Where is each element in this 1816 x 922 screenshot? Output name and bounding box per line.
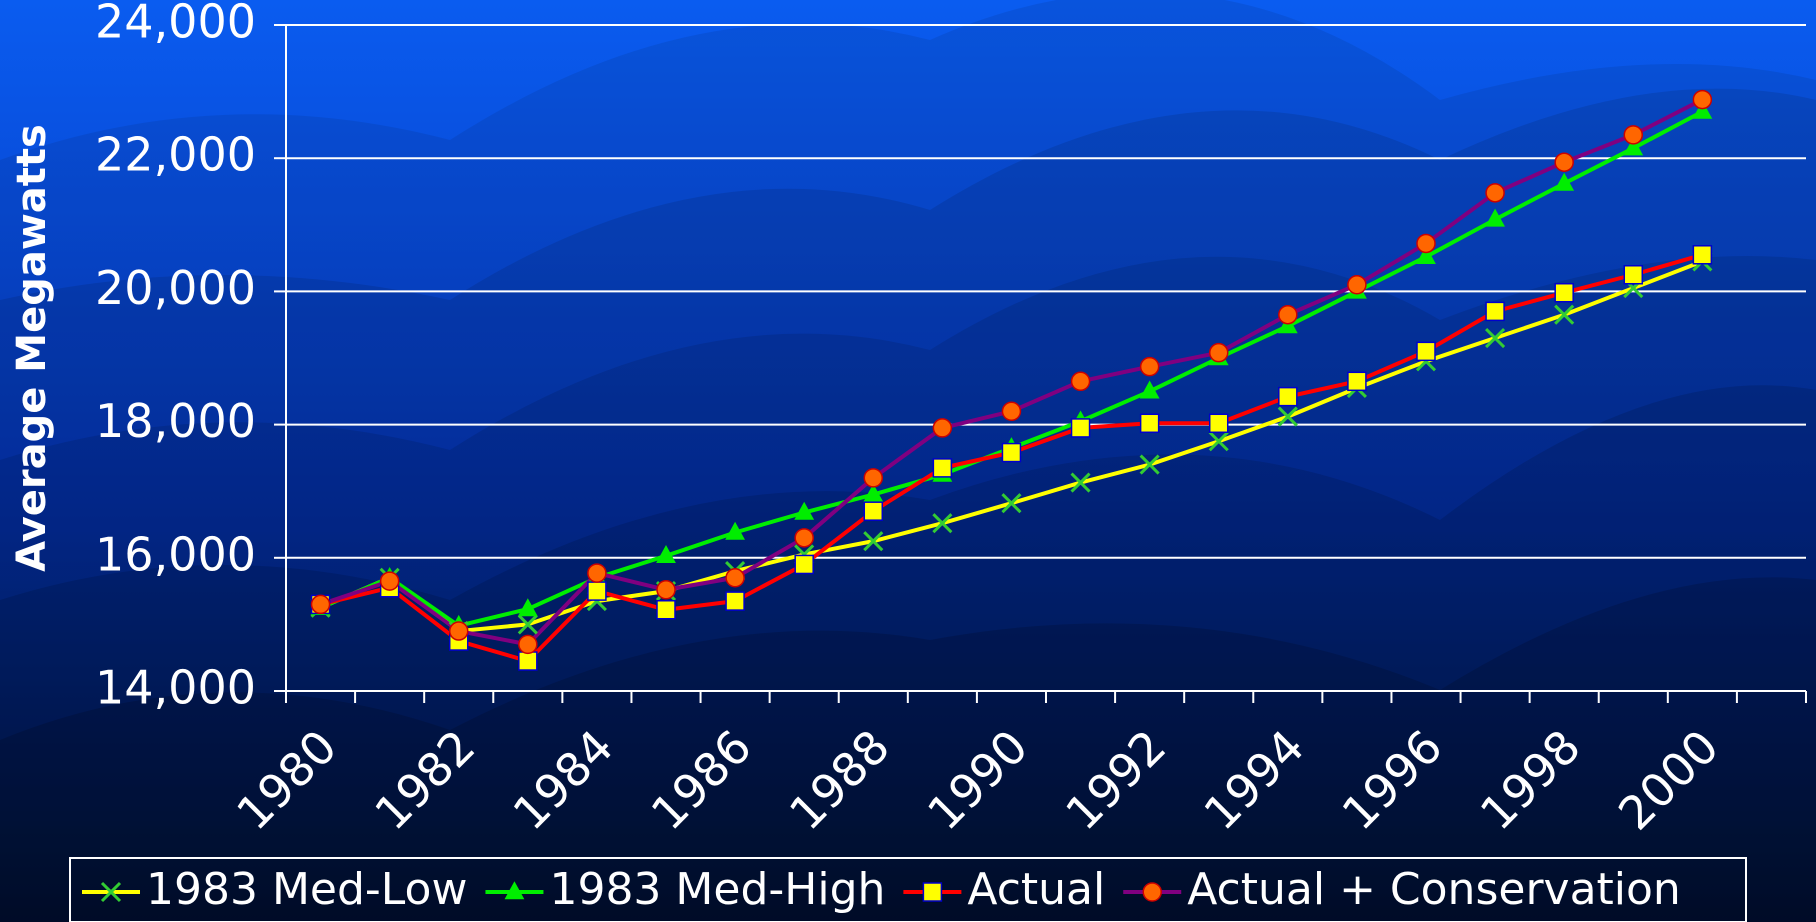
legend-marker [504, 881, 525, 900]
data-point [1347, 371, 1367, 392]
data-point [1139, 454, 1160, 475]
data-point [310, 594, 331, 615]
data-point [1692, 100, 1713, 119]
data-point [863, 501, 884, 521]
data-point [1692, 89, 1713, 110]
data-point [794, 501, 815, 520]
data-point [725, 521, 745, 540]
data-point [517, 614, 538, 635]
data-point [1070, 418, 1091, 438]
data-point [1554, 152, 1574, 172]
data-point [518, 651, 538, 671]
data-point [1070, 371, 1091, 392]
data-point [725, 591, 745, 611]
data-point [794, 554, 814, 575]
data-point [725, 568, 745, 588]
data-point [1001, 493, 1022, 514]
data-point [1277, 406, 1298, 427]
y-tick-label: 16,000 [95, 527, 256, 581]
y-axis-title: Average Megawatts [9, 124, 55, 572]
data-point [1623, 125, 1644, 145]
data-point [1139, 380, 1160, 399]
data-point [656, 580, 676, 600]
y-tick-label: 14,000 [95, 661, 256, 715]
data-point [932, 513, 953, 534]
data-point [1554, 304, 1575, 325]
data-point [1278, 386, 1298, 407]
data-point [656, 599, 676, 620]
data-point [1554, 172, 1575, 191]
data-point [587, 563, 607, 583]
data-point [1485, 301, 1505, 322]
data-point [1139, 356, 1160, 377]
data-point [1139, 413, 1160, 434]
data-point [448, 621, 469, 641]
data-point [1416, 341, 1436, 362]
data-point [932, 418, 953, 438]
data-point [1623, 137, 1644, 156]
data-point [1208, 342, 1229, 363]
data-point [1208, 431, 1229, 452]
y-tick-label: 22,000 [95, 128, 256, 182]
y-tick-label: 24,000 [95, 0, 256, 49]
legend-label: 1983 Med-Low [146, 864, 467, 915]
legend-label: Actual + Conservation [1187, 864, 1681, 915]
data-point [1692, 245, 1713, 265]
y-tick-label: 20,000 [95, 261, 256, 315]
data-point [587, 581, 607, 601]
data-point [1485, 208, 1505, 227]
data-point [863, 468, 884, 488]
data-point [1208, 413, 1229, 434]
data-point [517, 598, 538, 617]
data-point [863, 531, 884, 552]
legend-marker [1142, 882, 1162, 902]
legend-box [69, 857, 1747, 922]
legend: 1983 Med-Low 1983 Med-High Actual Actual + … [82, 864, 1681, 915]
legend-label: Actual [967, 864, 1105, 915]
data-point [656, 545, 676, 564]
data-point [1485, 327, 1506, 349]
y-tick-label: 18,000 [95, 394, 256, 448]
legend-marker [922, 882, 943, 902]
data-point [794, 528, 814, 548]
legend-marker [100, 881, 122, 903]
data-point [1278, 304, 1298, 325]
data-point [518, 634, 538, 655]
data-point [1001, 442, 1022, 463]
data-point [1416, 245, 1436, 264]
data-point [1623, 265, 1644, 285]
legend-label: 1983 Med-High [549, 864, 885, 915]
data-point [1070, 472, 1091, 493]
data-point [1485, 183, 1505, 203]
data-point [379, 571, 400, 591]
data-point [1554, 282, 1574, 303]
data-point [863, 483, 884, 502]
data-point [1347, 274, 1367, 295]
data-point [1001, 401, 1022, 422]
data-point [932, 458, 953, 478]
data-point [1416, 233, 1436, 254]
